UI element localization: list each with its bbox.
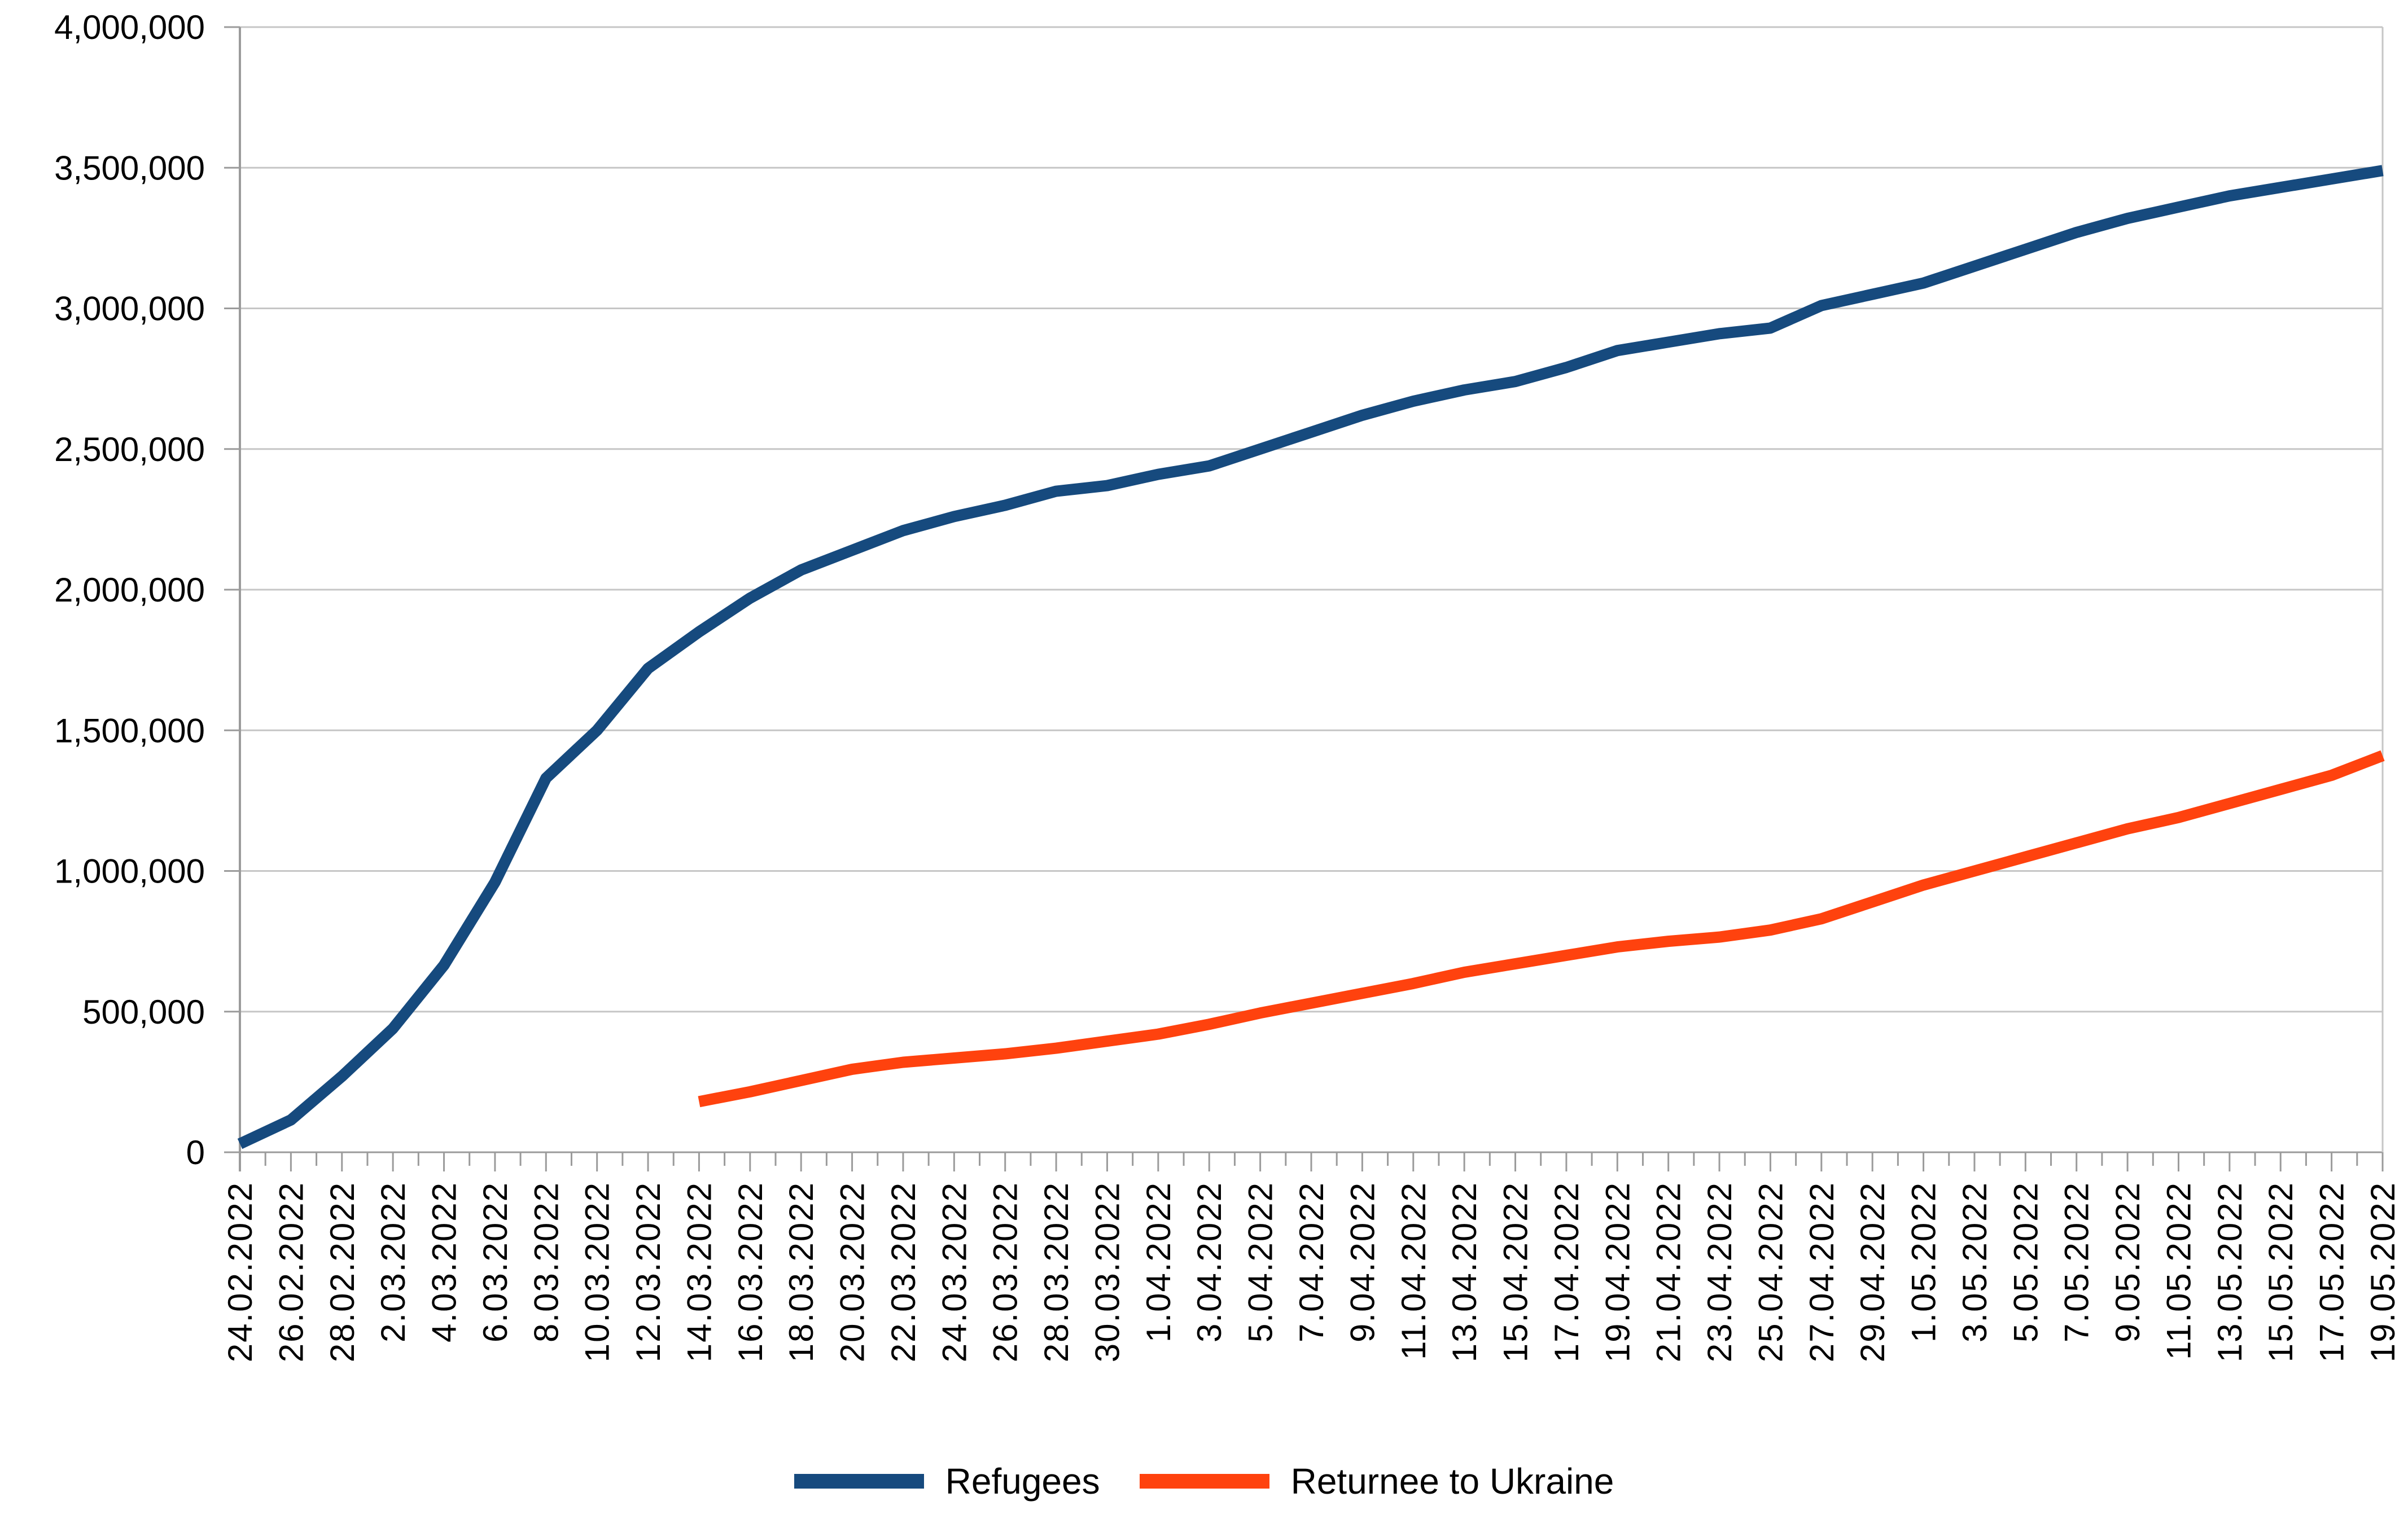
legend-label-refugees: Refugees — [945, 1461, 1100, 1502]
series-line-returnee-to-ukraine — [698, 750, 2385, 1108]
x-tick-label-26.03.2022: 26.03.2022 — [987, 1182, 1025, 1362]
y-tick-label-4000000: 4,000,000 — [54, 8, 205, 46]
x-tick-label-17.04.2022: 17.04.2022 — [1548, 1182, 1586, 1362]
x-tick-label-21.04.2022: 21.04.2022 — [1650, 1182, 1688, 1362]
axes — [224, 26, 2384, 1171]
x-tick-label-13.04.2022: 13.04.2022 — [1446, 1182, 1483, 1362]
x-tick-label-1.05.2022: 1.05.2022 — [1905, 1182, 1943, 1342]
x-tick-label-28.02.2022: 28.02.2022 — [323, 1182, 361, 1362]
x-tick-label-25.04.2022: 25.04.2022 — [1752, 1182, 1789, 1362]
x-tick-label-23.04.2022: 23.04.2022 — [1701, 1182, 1739, 1362]
x-tick-label-22.03.2022: 22.03.2022 — [885, 1182, 922, 1362]
y-tick-label-500000: 500,000 — [82, 993, 205, 1031]
x-tick-label-24.02.2022: 24.02.2022 — [221, 1182, 259, 1362]
x-tick-label-11.04.2022: 11.04.2022 — [1395, 1182, 1433, 1360]
x-tick-label-24.03.2022: 24.03.2022 — [935, 1182, 973, 1362]
returnee-line-swatch — [1139, 1474, 1269, 1489]
x-tick-label-2.03.2022: 2.03.2022 — [374, 1182, 412, 1342]
x-tick-label-3.05.2022: 3.05.2022 — [1956, 1182, 1994, 1342]
x-tick-label-28.03.2022: 28.03.2022 — [1037, 1182, 1075, 1362]
x-tick-label-29.04.2022: 29.04.2022 — [1854, 1182, 1892, 1362]
legend-label-returnee: Returnee to Ukraine — [1290, 1461, 1614, 1502]
data-series-lines — [237, 165, 2385, 1149]
x-tick-label-10.03.2022: 10.03.2022 — [579, 1182, 616, 1362]
x-tick-label-15.04.2022: 15.04.2022 — [1497, 1182, 1535, 1362]
y-tick-label-0: 0 — [186, 1134, 205, 1171]
x-tick-label-3.04.2022: 3.04.2022 — [1190, 1182, 1228, 1342]
x-tick-label-19.04.2022: 19.04.2022 — [1599, 1182, 1636, 1362]
x-tick-label-16.03.2022: 16.03.2022 — [732, 1182, 769, 1362]
x-tick-label-30.03.2022: 30.03.2022 — [1088, 1182, 1126, 1362]
x-tick-label-5.05.2022: 5.05.2022 — [2007, 1182, 2044, 1342]
x-tick-label-8.03.2022: 8.03.2022 — [527, 1182, 565, 1342]
y-tick-label-3000000: 3,000,000 — [54, 290, 205, 328]
x-tick-label-12.03.2022: 12.03.2022 — [629, 1182, 667, 1362]
x-tick-label-13.05.2022: 13.05.2022 — [2211, 1182, 2249, 1362]
refugees-returnees-line-chart: 0 500,000 1,000,000 1,500,000 2,000,000 2,500… — [54, 8, 2402, 1362]
y-tick-label-1500000: 1,500,000 — [54, 712, 205, 749]
y-tick-label-3500000: 3,500,000 — [54, 149, 205, 187]
gridlines — [240, 26, 2383, 1153]
x-tick-label-1.04.2022: 1.04.2022 — [1140, 1182, 1177, 1342]
refugees-line-swatch — [794, 1474, 924, 1489]
x-tick-label-9.05.2022: 9.05.2022 — [2109, 1182, 2147, 1342]
series-line-refugees — [237, 165, 2384, 1149]
x-tick-label-19.05.2022: 19.05.2022 — [2364, 1182, 2402, 1362]
legend-item-refugees: Refugees — [794, 1460, 1100, 1502]
x-tick-label-4.03.2022: 4.03.2022 — [426, 1182, 463, 1342]
y-tick-label-2000000: 2,000,000 — [54, 571, 205, 609]
x-tick-label-9.04.2022: 9.04.2022 — [1343, 1182, 1381, 1342]
legend-item-returnee: Returnee to Ukraine — [1139, 1460, 1614, 1502]
chart-legend: Refugees Returnee to Ukraine — [0, 1445, 2408, 1518]
x-tick-label-7.05.2022: 7.05.2022 — [2058, 1182, 2096, 1342]
x-tick-label-17.05.2022: 17.05.2022 — [2313, 1182, 2351, 1362]
x-tick-label-20.03.2022: 20.03.2022 — [834, 1182, 872, 1362]
x-tick-label-26.02.2022: 26.02.2022 — [272, 1182, 310, 1362]
y-tick-label-1000000: 1,000,000 — [54, 853, 205, 890]
x-tick-label-18.03.2022: 18.03.2022 — [782, 1182, 820, 1362]
x-tick-label-6.03.2022: 6.03.2022 — [476, 1182, 514, 1342]
y-axis-tick-labels: 0 500,000 1,000,000 1,500,000 2,000,000 2,500… — [54, 8, 205, 1171]
y-tick-label-2500000: 2,500,000 — [54, 431, 205, 468]
x-tick-label-27.04.2022: 27.04.2022 — [1803, 1182, 1841, 1362]
x-tick-label-11.05.2022: 11.05.2022 — [2160, 1182, 2197, 1360]
x-tick-label-7.04.2022: 7.04.2022 — [1293, 1182, 1330, 1342]
x-tick-label-15.05.2022: 15.05.2022 — [2262, 1182, 2300, 1362]
x-axis-tick-labels: 24.02.2022 26.02.2022 28.02.2022 2.03.2022 4… — [221, 1182, 2402, 1362]
x-tick-label-5.04.2022: 5.04.2022 — [1242, 1182, 1280, 1342]
x-tick-label-14.03.2022: 14.03.2022 — [680, 1182, 718, 1362]
